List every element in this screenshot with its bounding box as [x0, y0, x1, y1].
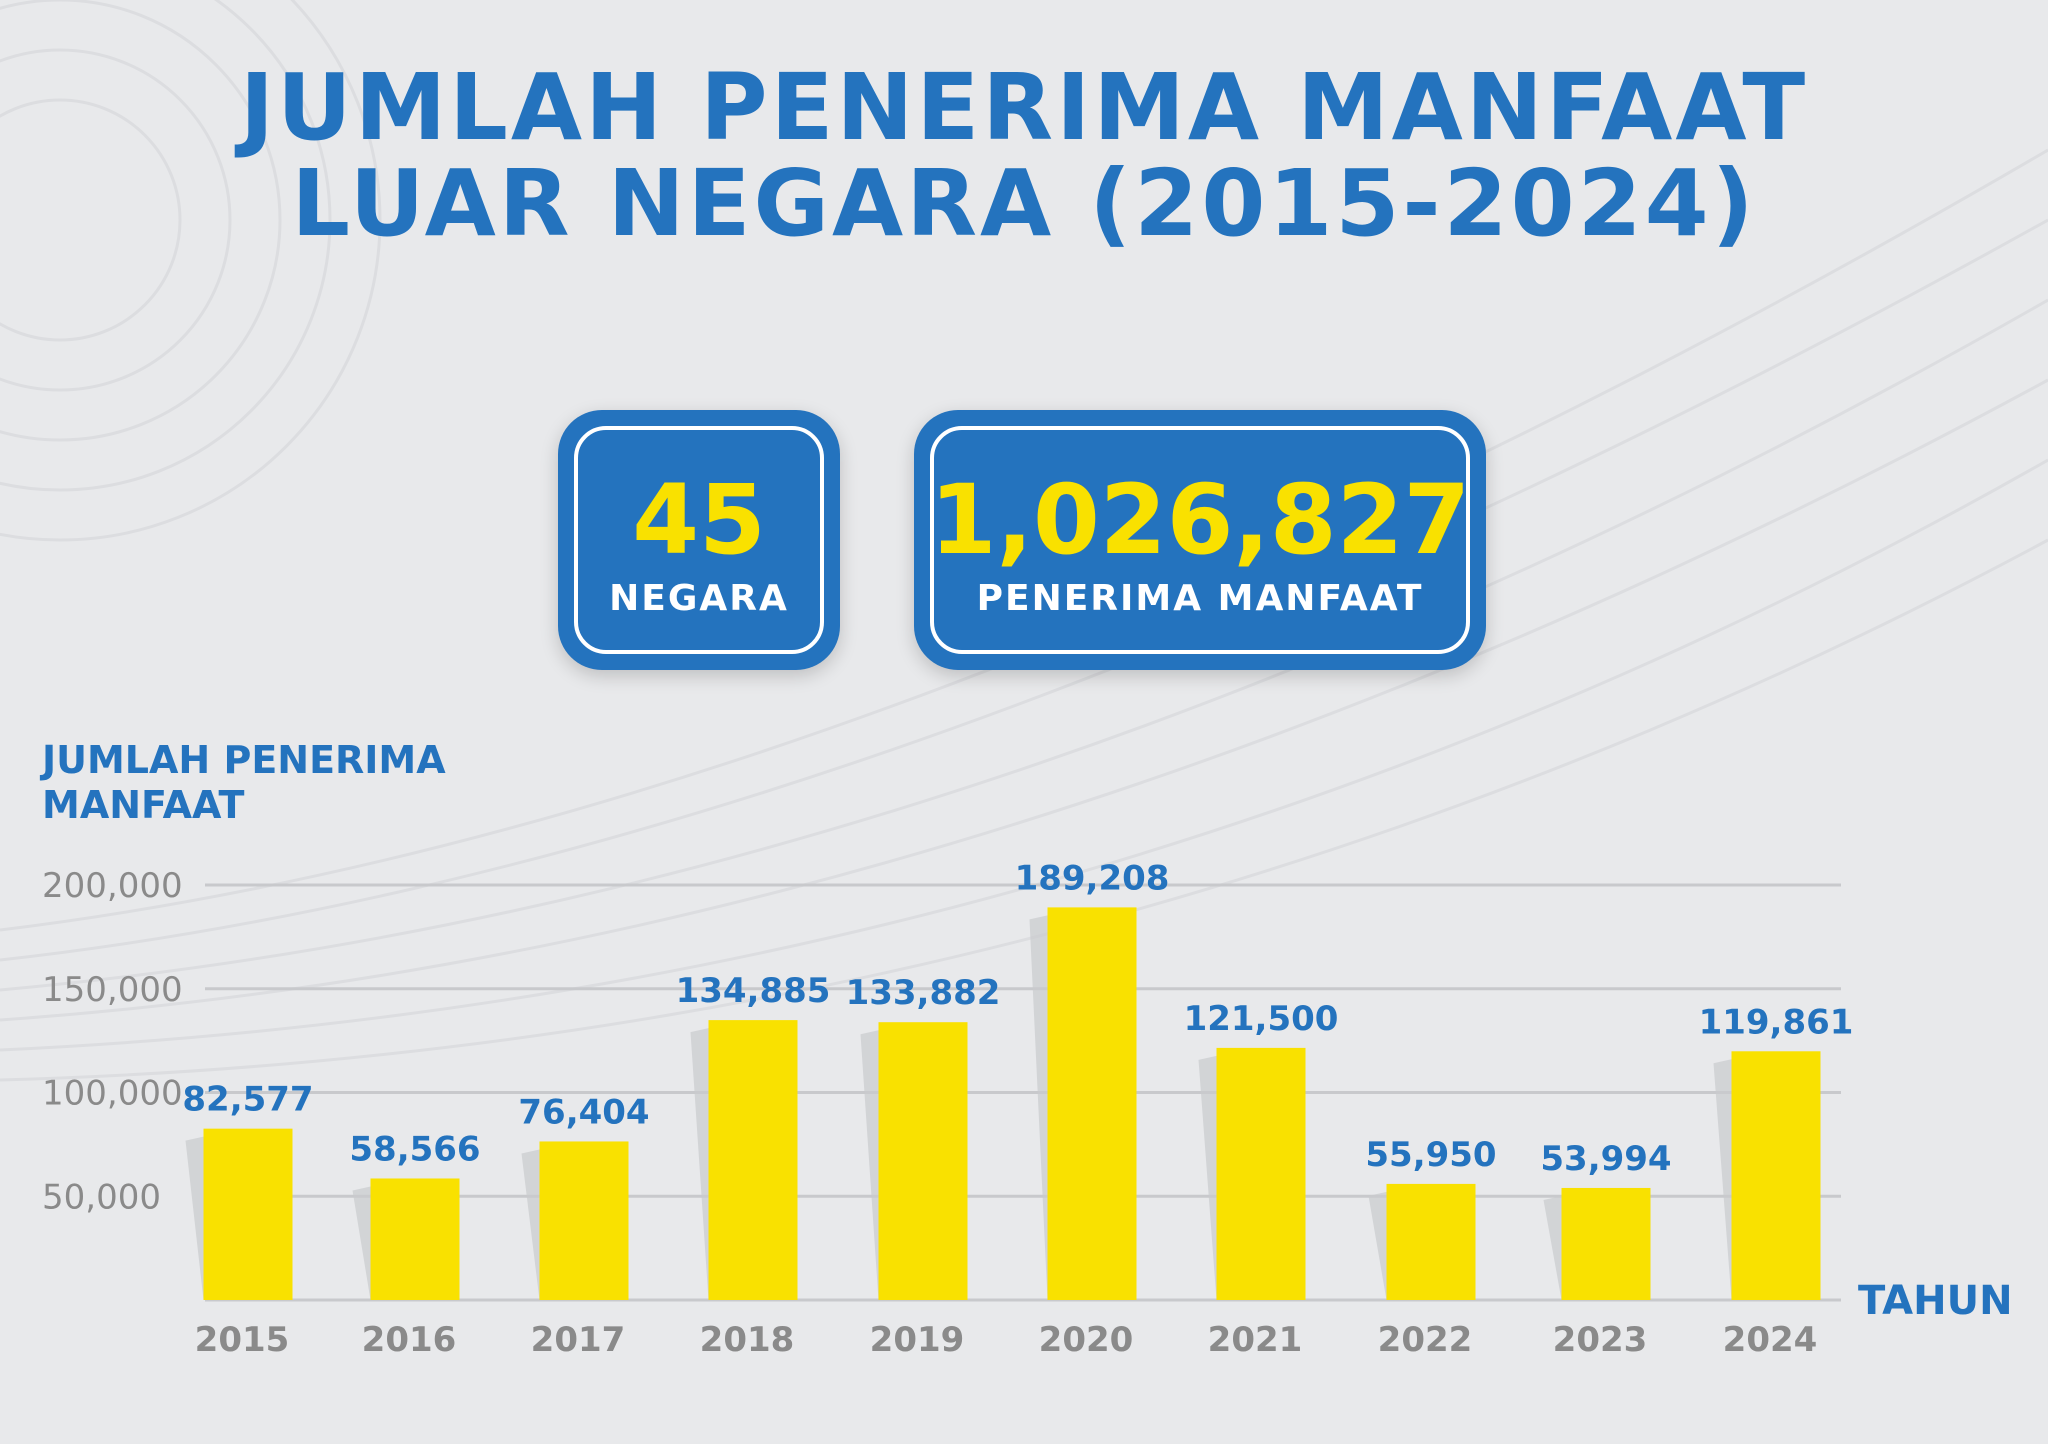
bar-2016 [370, 1178, 460, 1300]
data-label: 55,950 [1365, 1135, 1496, 1175]
data-label: 76,404 [518, 1092, 649, 1132]
countries-label: NEGARA [609, 578, 789, 619]
bar-shadow [1029, 915, 1048, 1300]
bar-shadow [1713, 1059, 1732, 1300]
data-label: 119,861 [1699, 1002, 1854, 1042]
x-tick-label: 2021 [1208, 1320, 1303, 1360]
y-tick-label: 150,000 [42, 970, 183, 1010]
recipients-label: PENERIMA MANFAAT [976, 578, 1424, 619]
y-tick-label: 100,000 [42, 1074, 183, 1114]
bar-2022 [1386, 1183, 1476, 1300]
bar-shadow [521, 1149, 540, 1300]
bar-2015 [203, 1128, 293, 1300]
x-tick-label: 2024 [1723, 1320, 1818, 1360]
bar-shadow [185, 1136, 204, 1300]
bar-2021 [1216, 1047, 1306, 1300]
bar-shadow [352, 1186, 371, 1300]
x-tick-label: 2018 [700, 1320, 795, 1360]
data-label: 133,882 [846, 973, 1001, 1013]
y-axis-title: JUMLAH PENERIMA MANFAAT [42, 738, 446, 827]
countries-value: 45 [632, 464, 766, 576]
x-tick-label: 2017 [531, 1320, 626, 1360]
bar-shadow [1543, 1195, 1562, 1300]
data-label: 189,208 [1015, 858, 1170, 898]
bar-shadow [1198, 1055, 1217, 1300]
x-axis-title: TAHUN [1858, 1278, 2013, 1324]
data-label: 58,566 [349, 1129, 480, 1169]
card-border [574, 426, 824, 654]
bar-shadow [860, 1030, 879, 1300]
bar-shadow [690, 1028, 709, 1300]
recipients-value: 1,026,827 [929, 464, 1471, 576]
y-tick-label: 50,000 [42, 1177, 161, 1217]
data-label: 53,994 [1540, 1139, 1671, 1179]
title-line-2: LUAR NEGARA (2015-2024) [291, 150, 1757, 257]
bar-2020 [1047, 907, 1137, 1300]
bar-2019 [878, 1022, 968, 1300]
x-tick-label: 2015 [195, 1320, 290, 1360]
x-tick-label: 2022 [1378, 1320, 1473, 1360]
title-line-1: JUMLAH PENERIMA MANFAAT [239, 54, 1809, 161]
data-label: 134,885 [676, 971, 831, 1011]
data-label: 121,500 [1184, 999, 1339, 1039]
x-tick-label: 2019 [870, 1320, 965, 1360]
x-tick-label: 2016 [362, 1320, 457, 1360]
bar-shadow [1368, 1191, 1387, 1300]
x-tick-label: 2023 [1553, 1320, 1648, 1360]
recipients-stat-card: 1,026,827 PENERIMA MANFAAT [914, 410, 1486, 670]
card-border [930, 426, 1470, 654]
data-label: 82,577 [182, 1080, 313, 1120]
countries-stat-card: 45 NEGARA [558, 410, 840, 670]
y-tick-label: 200,000 [42, 866, 183, 906]
bar-2024 [1731, 1051, 1821, 1300]
bar-2017 [539, 1141, 629, 1300]
x-tick-label: 2020 [1039, 1320, 1134, 1360]
bar-2023 [1561, 1187, 1651, 1300]
bar-2018 [708, 1020, 798, 1300]
